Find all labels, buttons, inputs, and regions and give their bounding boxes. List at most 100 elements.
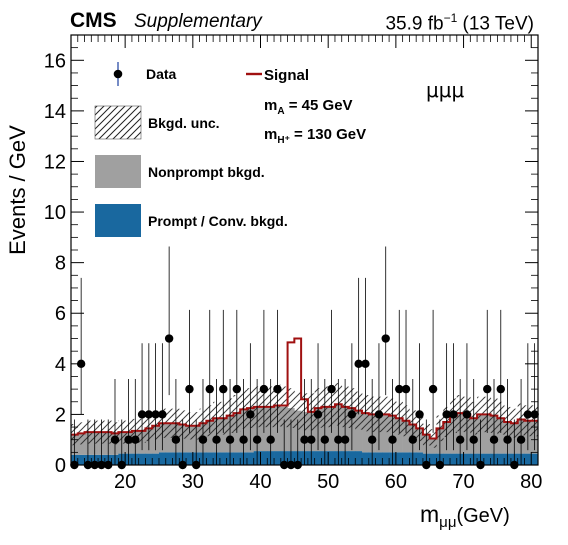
legend-mass-h-sub: H⁺ xyxy=(277,135,290,146)
data-point xyxy=(354,359,363,369)
prompt-bkgd-bar xyxy=(497,453,505,465)
x-tick-label: 50 xyxy=(317,471,339,493)
experiment-label: CMS xyxy=(70,9,117,32)
prompt-bkgd-bar xyxy=(443,453,451,465)
data-point xyxy=(137,410,147,419)
lumi-value: 35.9 fb xyxy=(385,13,444,35)
prompt-bkgd-bar xyxy=(531,453,538,465)
bkgd-unc-band xyxy=(287,388,295,429)
data-point xyxy=(327,384,336,394)
prompt-bkgd-bar xyxy=(152,453,160,465)
prompt-bkgd-bar xyxy=(186,452,194,465)
data-point xyxy=(131,435,140,444)
nonprompt-bkgd-bar xyxy=(362,413,370,453)
data-point xyxy=(320,435,330,444)
legend-unc-label: Bkgd. unc. xyxy=(148,115,220,131)
prompt-bkgd-bar xyxy=(219,452,227,465)
prompt-bkgd-bar xyxy=(158,452,167,465)
channel-label: μμμ xyxy=(426,78,464,102)
prompt-bkgd-bar xyxy=(429,453,437,465)
y-axis-title: Events / GeV xyxy=(5,125,30,255)
x-axis-title-unit: (GeV) xyxy=(456,505,509,527)
data-point xyxy=(151,410,160,419)
prompt-bkgd-bar xyxy=(348,451,356,465)
data-point xyxy=(212,435,221,444)
data-point xyxy=(462,410,472,419)
data-point xyxy=(483,384,492,394)
legend-nonprompt-swatch xyxy=(95,155,141,188)
x-tick-label: 60 xyxy=(385,471,407,493)
data-point xyxy=(246,410,255,419)
legend-data-marker xyxy=(113,69,123,79)
data-point xyxy=(442,410,451,419)
bkgd-unc-band xyxy=(294,391,302,430)
nonprompt-bkgd-bar xyxy=(402,420,410,453)
prompt-bkgd-bar xyxy=(77,454,85,465)
nonprompt-bkgd-bar xyxy=(206,420,214,453)
legend-nonprompt-label: Nonprompt bkgd. xyxy=(148,164,265,180)
data-point xyxy=(259,384,269,394)
y-tick-label: 8 xyxy=(55,253,66,275)
y-tick-label: 14 xyxy=(44,101,66,123)
legend-mass-a-symbol: m xyxy=(264,97,277,114)
prompt-bkgd-bar xyxy=(165,452,173,465)
y-tick-label: 10 xyxy=(44,202,66,224)
y-tick-label: 12 xyxy=(44,151,66,173)
data-point xyxy=(347,410,357,419)
prompt-bkgd-bar xyxy=(402,452,410,465)
bkgd-unc-band xyxy=(280,386,288,428)
data-point xyxy=(496,384,505,394)
prompt-bkgd-bar xyxy=(138,453,146,465)
prompt-bkgd-bar xyxy=(145,453,153,465)
legend-prompt-swatch xyxy=(95,204,141,237)
legend-mass-h-value: = 130 GeV xyxy=(290,126,366,143)
data-point xyxy=(367,435,377,444)
prompt-bkgd-bar xyxy=(463,453,471,465)
prompt-bkgd-bar xyxy=(524,453,532,465)
legend-prompt-label: Prompt / Conv. bkgd. xyxy=(148,213,288,229)
prompt-bkgd-bar xyxy=(274,451,282,465)
data-point xyxy=(361,359,370,369)
data-point xyxy=(455,435,465,444)
x-axis-title-sub: μμ xyxy=(439,514,456,531)
data-point xyxy=(252,435,262,444)
data-point xyxy=(503,435,512,444)
data-point xyxy=(516,435,526,444)
legend-data-label: Data xyxy=(146,66,177,82)
data-point xyxy=(307,435,316,444)
data-point xyxy=(185,384,194,394)
data-point xyxy=(124,435,133,444)
legend-mass-a-sub: A xyxy=(277,106,284,117)
lumi-label: 35.9 fb−1 (13 TeV) xyxy=(385,11,534,35)
data-point xyxy=(340,435,350,444)
y-tick-label: 0 xyxy=(55,455,66,477)
prompt-bkgd-bar xyxy=(362,452,370,465)
data-point xyxy=(158,410,167,419)
data-point xyxy=(401,384,411,394)
legend-mass-a-value: = 45 GeV xyxy=(285,97,353,114)
data-point xyxy=(300,435,309,444)
prompt-bkgd-bar xyxy=(416,452,424,465)
nonprompt-bkgd-bar xyxy=(355,410,363,452)
y-tick-label: 16 xyxy=(44,50,66,72)
prompt-bkgd-bar xyxy=(483,453,491,465)
prompt-bkgd-bar xyxy=(355,451,363,465)
prompt-bkgd-bar xyxy=(206,452,214,465)
data-point xyxy=(171,435,181,444)
x-axis-title: mμμ(GeV) xyxy=(420,501,510,531)
data-point xyxy=(225,435,235,444)
data-point xyxy=(415,410,424,419)
x-tick-label: 20 xyxy=(114,471,136,493)
data-point xyxy=(449,410,458,419)
legend-unc-swatch xyxy=(94,105,142,140)
x-tick-label: 30 xyxy=(182,471,204,493)
data-point xyxy=(110,435,120,444)
data-point xyxy=(469,435,478,444)
legend-mass-h: mH⁺ = 130 GeV xyxy=(264,126,366,146)
legend-signal-label: Signal xyxy=(264,67,309,84)
data-point xyxy=(334,435,343,444)
data-point xyxy=(428,384,438,394)
data-point xyxy=(205,384,214,394)
prompt-bkgd-bar xyxy=(450,453,458,465)
